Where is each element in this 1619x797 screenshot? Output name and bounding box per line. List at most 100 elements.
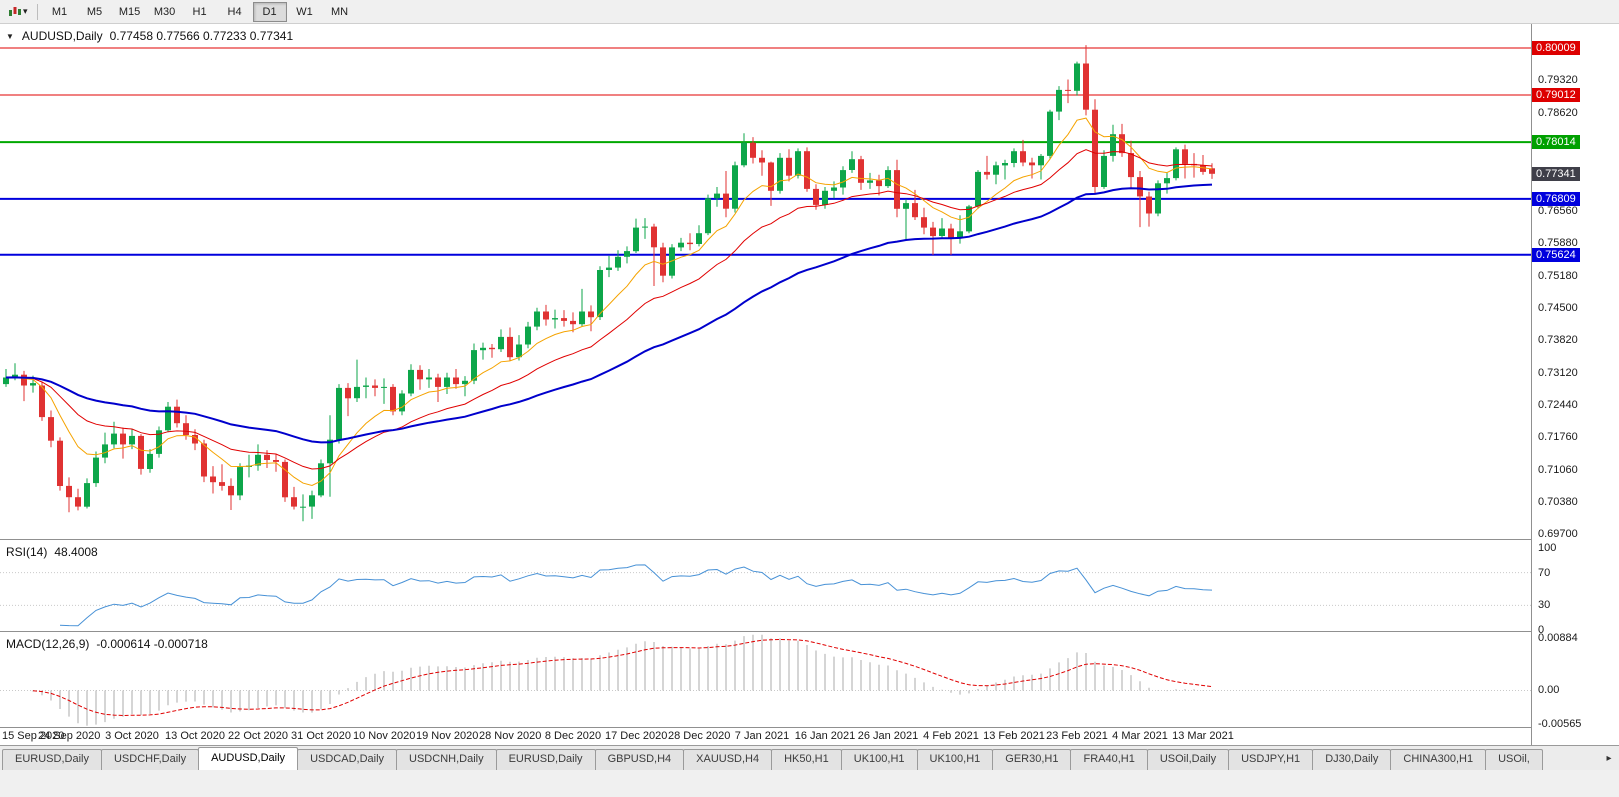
rsi-header: RSI(14) 48.4008 xyxy=(6,545,98,559)
price-axis-label: 0.75880 xyxy=(1538,237,1578,249)
macd-histogram xyxy=(32,634,1213,726)
price-tag-0.80009: 0.80009 xyxy=(1532,41,1580,55)
price-tag-0.76809: 0.76809 xyxy=(1532,192,1580,206)
macd-values: -0.000614 -0.000718 xyxy=(96,637,208,651)
chart-tab-usdcad-daily[interactable]: USDCAD,Daily xyxy=(297,749,398,770)
status-strip xyxy=(0,770,1619,797)
time-axis-label: 15 Sep 2020 xyxy=(2,730,65,742)
time-axis-label: 4 Feb 2021 xyxy=(923,730,979,742)
toolbar-separator xyxy=(36,3,38,20)
price-axis-label: 0.75180 xyxy=(1538,270,1578,282)
time-axis-label: 4 Mar 2021 xyxy=(1112,730,1168,742)
price-axis[interactable]: 0.79320 0.78620 0.76560 0.75880 0.75180 0.745… xyxy=(1531,24,1619,745)
ma-line-50[interactable] xyxy=(5,183,1213,444)
time-axis[interactable]: 15 Sep 2020 24 Sep 2020 3 Oct 2020 13 Oct 2… xyxy=(0,727,1531,745)
price-tag-0.78014: 0.78014 xyxy=(1532,135,1580,149)
main-chart-canvas[interactable] xyxy=(0,24,1531,539)
rsi-indicator-label: RSI(14) xyxy=(6,545,48,559)
chart-tab-uk100-h1[interactable]: UK100,H1 xyxy=(916,749,994,770)
time-axis-label: 31 Oct 2020 xyxy=(291,730,351,742)
chart-tab-ger30-h1[interactable]: GER30,H1 xyxy=(992,749,1072,770)
chart-type-button[interactable]: ▾ xyxy=(4,3,32,21)
ma-line-21[interactable] xyxy=(5,149,1213,470)
time-axis-label: 16 Jan 2021 xyxy=(794,730,856,742)
candlestick-series xyxy=(3,45,1215,522)
chart-tab-china300-h1[interactable]: CHINA300,H1 xyxy=(1390,749,1487,770)
chart-tab-uk100-h1[interactable]: UK100,H1 xyxy=(840,749,918,770)
macd-axis-label: 0.00 xyxy=(1538,684,1560,697)
price-axis-label: 0.71060 xyxy=(1538,464,1578,476)
chart-tab-gbpusd-h4[interactable]: GBPUSD,H4 xyxy=(594,749,685,770)
price-axis-label: 0.71760 xyxy=(1538,431,1578,443)
time-axis-label: 28 Dec 2020 xyxy=(668,730,731,742)
chart-area: 15 Sep 2020 24 Sep 2020 3 Oct 2020 13 Oct 2… xyxy=(0,24,1619,745)
macd-pane-canvas[interactable] xyxy=(0,632,1531,727)
rsi-axis-label: 0 xyxy=(1538,624,1545,636)
chart-tab-xauusd-h4[interactable]: XAUUSD,H4 xyxy=(683,749,773,770)
price-axis-label: 0.73120 xyxy=(1538,367,1578,379)
price-axis-label: 0.79320 xyxy=(1538,74,1578,86)
candlestick-chart-icon xyxy=(9,6,21,16)
chart-tab-usdjpy-h1[interactable]: USDJPY,H1 xyxy=(1228,749,1314,770)
period-button-m1[interactable]: M1 xyxy=(51,5,68,18)
macd-signal-line xyxy=(32,638,1213,717)
chart-tab-hk50-h1[interactable]: HK50,H1 xyxy=(771,749,842,770)
chart-tab-usdchf-daily[interactable]: USDCHF,Daily xyxy=(100,749,200,770)
price-axis-label: 0.70380 xyxy=(1538,496,1578,508)
collapse-arrow-icon[interactable]: ▼ xyxy=(6,31,14,41)
period-button-mn[interactable]: MN xyxy=(330,5,349,18)
price-axis-label: 0.73820 xyxy=(1538,334,1578,346)
price-tag-0.77341: 0.77341 xyxy=(1532,167,1580,181)
period-button-d1[interactable]: D1 xyxy=(252,1,287,22)
period-buttons-group: M1 M5 M15 M30 H1 H4 D1 W1 MN xyxy=(43,1,357,22)
symbol-title: AUDUSD,Daily xyxy=(21,29,103,43)
period-button-m5[interactable]: M5 xyxy=(86,5,103,18)
macd-axis-label: -0.00565 xyxy=(1538,718,1582,730)
price-axis-label: 0.69700 xyxy=(1538,528,1578,540)
period-button-w1[interactable]: W1 xyxy=(296,5,313,18)
pane-separator[interactable] xyxy=(0,539,1531,540)
period-button-m15[interactable]: M15 xyxy=(118,5,141,18)
time-axis-label: 17 Dec 2020 xyxy=(605,730,668,742)
rsi-axis-label: 100 xyxy=(1538,542,1557,554)
price-axis-label: 0.78620 xyxy=(1538,107,1578,119)
time-axis-label: 10 Nov 2020 xyxy=(353,730,416,742)
chart-tab-eurusd-daily[interactable]: EURUSD,Daily xyxy=(495,749,596,770)
chart-tabs-bar: EURUSD,Daily USDCHF,Daily AUDUSD,Daily USDC… xyxy=(0,745,1619,770)
dropdown-arrow-icon: ▾ xyxy=(23,6,28,16)
rsi-value: 48.4008 xyxy=(54,545,98,559)
chart-tab-usoil[interactable]: USOil, xyxy=(1485,749,1543,770)
chart-tab-fra40-h1[interactable]: FRA40,H1 xyxy=(1070,749,1148,770)
price-tag-0.75624: 0.75624 xyxy=(1532,248,1580,262)
period-button-h4[interactable]: H4 xyxy=(227,5,242,18)
time-axis-label: 19 Nov 2020 xyxy=(416,730,479,742)
chart-tab-dj30-daily[interactable]: DJ30,Daily xyxy=(1312,749,1392,770)
ma-line-9[interactable] xyxy=(5,117,1213,487)
timeframe-toolbar: ▾ M1 M5 M15 M30 H1 H4 D1 W1 MN xyxy=(0,0,1619,24)
chart-tab-eurusd-daily[interactable]: EURUSD,Daily xyxy=(2,749,102,770)
time-axis-label: 24 Sep 2020 xyxy=(38,730,101,742)
time-axis-label: 26 Jan 2021 xyxy=(857,730,919,742)
chart-tab-audusd-daily[interactable]: AUDUSD,Daily xyxy=(198,747,299,770)
macd-indicator-label: MACD(12,26,9) xyxy=(6,637,90,651)
rsi-line xyxy=(59,564,1213,627)
price-axis-label: 0.72440 xyxy=(1538,399,1578,411)
ohlc-values: 0.77458 0.77566 0.77233 0.77341 xyxy=(109,29,294,43)
rsi-axis-label: 30 xyxy=(1538,599,1551,612)
rsi-axis-label: 70 xyxy=(1538,566,1551,579)
period-button-m30[interactable]: M30 xyxy=(153,5,176,18)
price-axis-label: 0.76560 xyxy=(1538,205,1578,217)
time-axis-label: 13 Oct 2020 xyxy=(165,730,225,742)
chart-tab-usoil-daily[interactable]: USOil,Daily xyxy=(1146,749,1230,770)
pane-separator[interactable] xyxy=(0,631,1531,632)
time-axis-label: 28 Nov 2020 xyxy=(479,730,542,742)
period-button-h1[interactable]: H1 xyxy=(192,5,207,18)
rsi-pane-canvas[interactable] xyxy=(0,540,1531,631)
tab-scroll-right-icon[interactable]: ▸ xyxy=(1601,749,1617,767)
time-axis-label: 13 Mar 2021 xyxy=(1172,730,1234,742)
chart-tab-usdcnh-daily[interactable]: USDCNH,Daily xyxy=(396,749,497,770)
time-axis-label: 23 Feb 2021 xyxy=(1046,730,1108,742)
price-tag-0.79012: 0.79012 xyxy=(1532,88,1580,102)
macd-axis-label: 0.00884 xyxy=(1538,632,1578,644)
